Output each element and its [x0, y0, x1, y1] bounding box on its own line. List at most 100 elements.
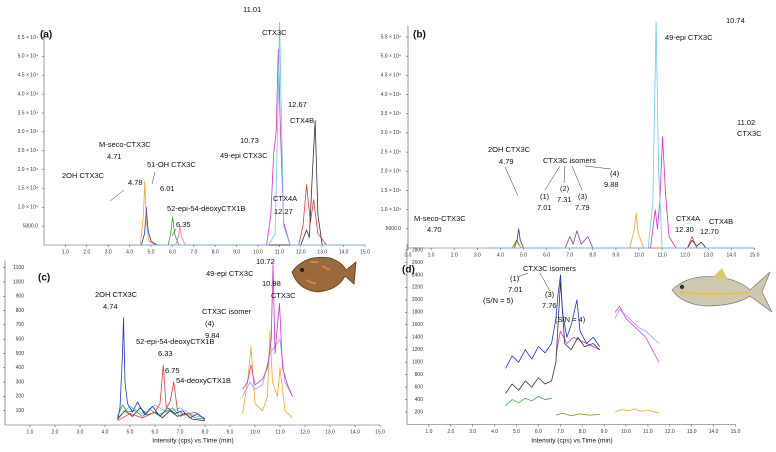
- annotation: CTX4A: [273, 194, 297, 203]
- y-tick-label: 2600: [412, 260, 423, 266]
- y-tick-label: 500: [16, 351, 25, 357]
- x-tick-label: 12.0: [665, 429, 675, 435]
- y-tick-label: 900: [16, 294, 25, 300]
- annotation: 6.75: [165, 366, 180, 375]
- x-tick-label: 7.0: [190, 249, 197, 255]
- y-tick-label: 400: [415, 397, 424, 403]
- x-tick-label: 8.0: [579, 429, 586, 435]
- annotation: 52-epi-54-deoxyCTX1B: [167, 204, 245, 213]
- annotation: CTX4B: [290, 116, 314, 125]
- annotation: 7.76: [542, 301, 557, 310]
- x-tick-label: 13.0: [317, 249, 327, 255]
- y-tick-label: 5.5 × 10⁴: [381, 34, 401, 40]
- y-tick-label: 100: [16, 408, 25, 414]
- annotation: M-seco-CTX3C: [99, 140, 151, 149]
- annotation: CTX3C isomers: [523, 264, 576, 273]
- annotation: CTX3C isomer: [202, 307, 252, 316]
- annotation: 49-epi CTX3C: [220, 151, 268, 160]
- x-tick-label: 2.0: [447, 429, 454, 435]
- y-tick-label: 1.5 × 10⁴: [381, 188, 401, 194]
- x-tick-label: 13.0: [687, 429, 697, 435]
- annotation: 11.02: [737, 118, 755, 127]
- annotation: 49-epi CTX3C: [206, 269, 254, 278]
- annotation: (1): [540, 192, 550, 201]
- y-tick-label: 2.0 × 10⁴: [18, 167, 38, 173]
- annotation: 12.70: [700, 227, 719, 236]
- x-tick-label: 6.0: [152, 429, 159, 435]
- trace: [614, 305, 660, 363]
- annotation: 4.70: [427, 225, 442, 234]
- annotation: (4): [205, 319, 215, 328]
- y-tick-label: 600: [16, 337, 25, 343]
- connector: [563, 165, 566, 184]
- y-tick-label: 5.0 × 10⁴: [381, 54, 401, 60]
- x-tick-label: 1.0: [428, 252, 435, 258]
- connector: [504, 166, 519, 197]
- connector: [544, 165, 561, 191]
- x-tick-label: 11.0: [657, 252, 667, 258]
- annotation: 49-epi CTX3C: [665, 33, 713, 42]
- x-tick-label: 12.0: [680, 252, 690, 258]
- trace: [614, 308, 660, 344]
- annotation: 2OH CTX3C: [62, 171, 105, 180]
- trace: [129, 184, 365, 246]
- annotation: 10.72: [256, 257, 275, 266]
- y-tick-label: 1000: [412, 360, 423, 366]
- annotations: M-seco-CTX3C 4.71 2OH CTX3C 4.78 51-OH C…: [62, 5, 314, 237]
- fish-illustration: [671, 268, 773, 313]
- trace: [242, 264, 293, 397]
- x-tick-label: 10.0: [621, 429, 631, 435]
- y-tick-label: 3.5 × 10⁴: [381, 111, 401, 117]
- y-tick-label: 2400: [412, 272, 423, 278]
- y-tick-label: 800: [415, 372, 424, 378]
- x-tick-label: 3.0: [105, 249, 112, 255]
- annotation: 11.01: [243, 5, 261, 14]
- connector: [539, 272, 551, 292]
- y-tick-label: 700: [16, 322, 25, 328]
- y-tick-label: 200: [16, 394, 25, 400]
- x-tick-label: 1.0: [62, 249, 69, 255]
- annotation: 6.01: [160, 184, 175, 193]
- x-tick-label: 14.0: [339, 249, 349, 255]
- connector: [151, 171, 156, 185]
- y-tick-label: 4.5 × 10⁴: [18, 73, 38, 79]
- x-tick-label: 7.0: [557, 429, 564, 435]
- y-tick-label: 1.0 × 10⁴: [18, 205, 38, 211]
- x-tick-label: 2.0: [451, 252, 458, 258]
- annotation: 7.01: [537, 203, 552, 212]
- x-tick-label: 14.0: [727, 252, 737, 258]
- annotation: (1): [510, 274, 520, 283]
- y-tick-label: 1600: [412, 322, 423, 328]
- trace: [614, 408, 659, 414]
- x-tick-label: 10.0: [253, 249, 263, 255]
- y-tick-label: 2.5 × 10⁴: [381, 149, 401, 155]
- y-tick-label: 5000.0: [386, 226, 402, 232]
- annotation: 12.27: [274, 207, 293, 216]
- trace: [488, 239, 755, 249]
- trace: [488, 136, 755, 249]
- y-tick-label: 4.5 × 10⁴: [381, 73, 401, 79]
- y-tick-label: 4.0 × 10⁴: [381, 92, 401, 98]
- annotation: 2OH CTX3C: [95, 290, 138, 299]
- x-tick-label: 4.0: [497, 252, 504, 258]
- x-tick-label: 8.0: [589, 252, 596, 258]
- annotation: (2): [560, 184, 570, 193]
- trace: [129, 120, 365, 246]
- trace: [488, 21, 755, 249]
- x-tick-label: 14.0: [350, 429, 360, 435]
- x-tick-label: 6.0: [535, 429, 542, 435]
- x-tick-label: 13.0: [325, 429, 335, 435]
- trace: [488, 236, 755, 249]
- annotation: 9.88: [604, 180, 619, 189]
- x-tick-label: 5.0: [127, 429, 134, 435]
- y-tick-label: 1800: [412, 310, 423, 316]
- y-tick-label: 200: [415, 409, 424, 415]
- annotation: 12.67: [288, 100, 307, 109]
- y-tick-label: 1200: [412, 347, 423, 353]
- annotation: (S/N = 4): [555, 315, 586, 324]
- connector: [109, 189, 125, 202]
- y-tick-label: 300: [16, 379, 25, 385]
- trace: [129, 180, 365, 246]
- connector: [171, 228, 177, 237]
- annotation: 52-epi-54-deoxyCTX1B: [136, 337, 214, 346]
